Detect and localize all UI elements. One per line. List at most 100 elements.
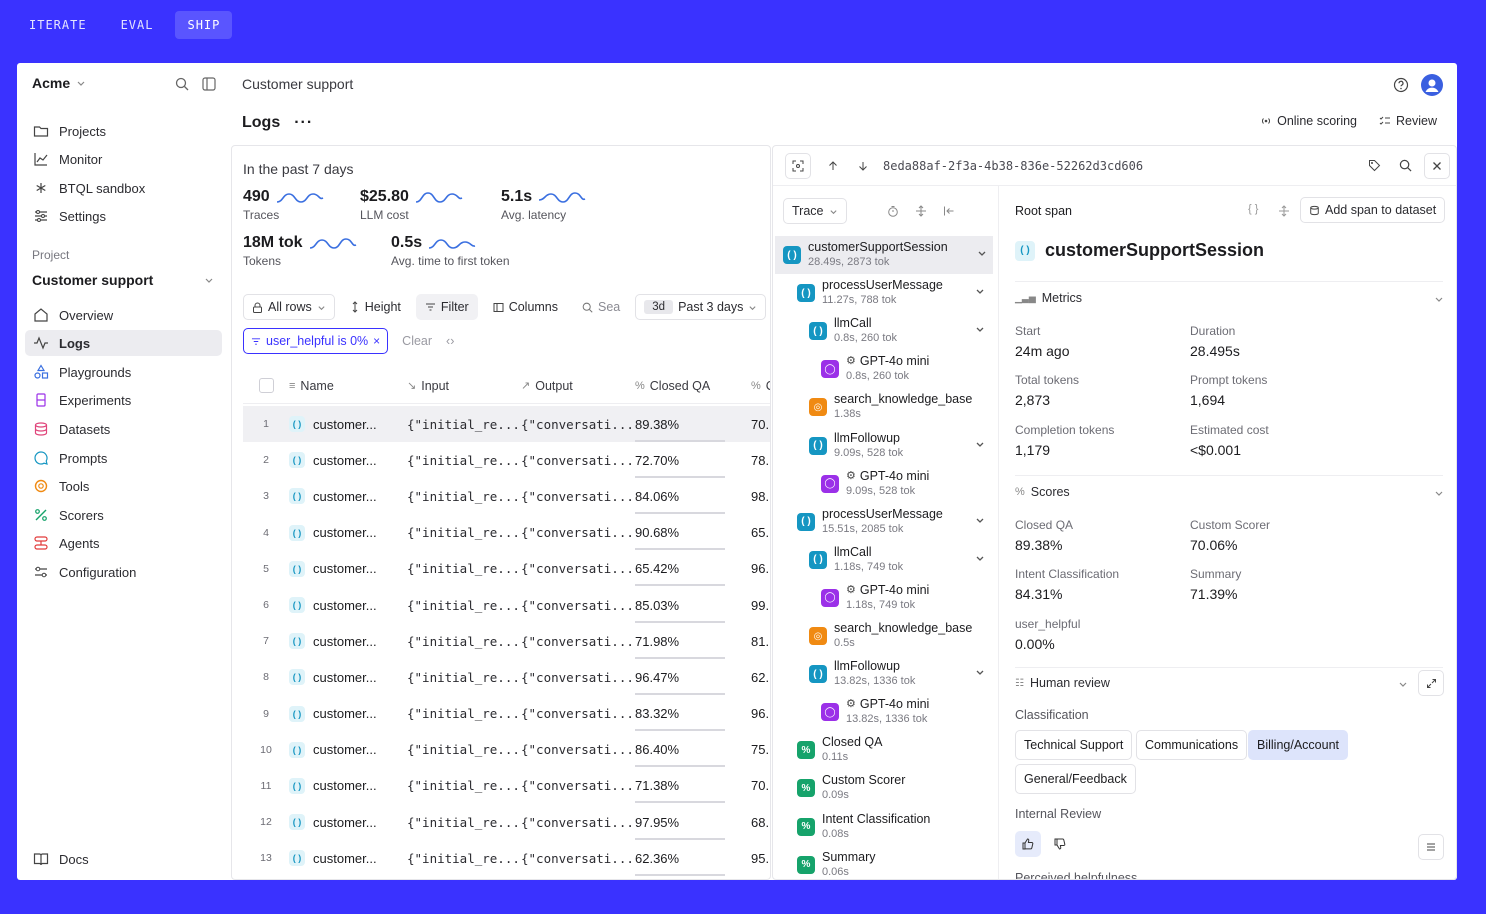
- close-icon[interactable]: ×: [373, 334, 381, 348]
- clear-filters-button[interactable]: Clear: [402, 334, 433, 348]
- sidebar-item-agents[interactable]: Agents: [25, 530, 222, 556]
- search-icon[interactable]: [175, 77, 189, 91]
- trace-node[interactable]: ( ) processUserMessage 15.51s, 2085 tok: [797, 503, 991, 541]
- expand-button[interactable]: [1418, 670, 1444, 696]
- trace-node[interactable]: % Intent Classification 0.08s: [797, 808, 991, 846]
- sidebar-item-prompts[interactable]: Prompts: [25, 445, 222, 471]
- tab-ship[interactable]: SHIP: [175, 11, 233, 39]
- more-icon[interactable]: ···: [294, 114, 314, 131]
- table-row[interactable]: 9 ( ) customer... {"initial_re... {"conversa…: [243, 696, 770, 732]
- column-header-custom[interactable]: % C: [751, 379, 770, 393]
- column-header-input[interactable]: ↘ Input: [407, 379, 521, 393]
- chevron-down-icon[interactable]: [1398, 679, 1408, 689]
- chevron-down-icon[interactable]: [977, 248, 987, 258]
- all-rows-dropdown[interactable]: All rows: [243, 294, 335, 320]
- trace-node[interactable]: ◯ ⚙ GPT-4o mini 1.18s, 749 tok: [821, 579, 991, 617]
- classification-option-billing-account[interactable]: Billing/Account: [1248, 730, 1348, 760]
- table-row[interactable]: 3 ( ) customer... {"initial_re... {"conversa…: [243, 478, 770, 514]
- height-button[interactable]: Height: [340, 294, 410, 320]
- sidebar-item-logs[interactable]: Logs: [25, 330, 222, 356]
- sidebar-item-monitor[interactable]: Monitor: [25, 146, 222, 172]
- chevron-down-icon[interactable]: [975, 286, 985, 296]
- expand-all-icon[interactable]: [915, 205, 927, 217]
- column-header-name[interactable]: ≡ Name: [289, 379, 407, 393]
- trace-node[interactable]: ◎ search_knowledge_base 1.38s: [809, 388, 991, 426]
- sidebar-item-experiments[interactable]: Experiments: [25, 387, 222, 413]
- trace-node[interactable]: ( ) llmFollowup 13.82s, 1336 tok: [809, 655, 991, 693]
- trace-node[interactable]: ( ) customerSupportSession 28.49s, 2873 to…: [775, 236, 993, 274]
- trace-node[interactable]: % Closed QA 0.11s: [797, 731, 991, 769]
- trace-node[interactable]: ◎ search_knowledge_base 0.5s: [809, 617, 991, 655]
- classification-option-technical-support[interactable]: Technical Support: [1015, 730, 1133, 760]
- human-review-section-header[interactable]: ☷ Human review: [1015, 676, 1110, 690]
- focus-icon[interactable]: [785, 152, 811, 179]
- table-row[interactable]: 6 ( ) customer... {"initial_re... {"conversa…: [243, 587, 770, 623]
- table-row[interactable]: 4 ( ) customer... {"initial_re... {"conversa…: [243, 515, 770, 551]
- trace-node[interactable]: ( ) processUserMessage 11.27s, 788 tok: [797, 274, 991, 312]
- table-row[interactable]: 1 ( ) customer... {"initial_re... {"conversa…: [243, 406, 770, 443]
- trace-node[interactable]: ( ) llmCall 1.18s, 749 tok: [809, 541, 991, 579]
- metrics-section-header[interactable]: ▁▃▅ Metrics: [1015, 291, 1082, 305]
- chevron-down-icon[interactable]: [975, 667, 985, 677]
- table-row[interactable]: 8 ( ) customer... {"initial_re... {"conversa…: [243, 659, 770, 695]
- table-row[interactable]: 5 ( ) customer... {"initial_re... {"conversa…: [243, 551, 770, 587]
- tab-eval[interactable]: EVAL: [120, 18, 154, 32]
- sidebar-item-settings[interactable]: Settings: [25, 203, 222, 229]
- table-row[interactable]: 12 ( ) customer... {"initial_re... {"convers…: [243, 804, 770, 840]
- sidebar-item-overview[interactable]: Overview: [25, 302, 222, 328]
- table-row[interactable]: 2 ( ) customer... {"initial_re... {"conversa…: [243, 442, 770, 478]
- classification-option-general-feedback[interactable]: General/Feedback: [1015, 764, 1136, 794]
- trace-node[interactable]: ◯ ⚙ GPT-4o mini 13.82s, 1336 tok: [821, 693, 991, 731]
- table-row[interactable]: 13 ( ) customer... {"initial_re... {"convers…: [243, 840, 770, 876]
- chevron-down-icon[interactable]: [975, 439, 985, 449]
- notes-button[interactable]: [1418, 834, 1444, 860]
- scores-section-header[interactable]: % Scores: [1015, 485, 1070, 499]
- trace-node[interactable]: ◯ ⚙ GPT-4o mini 0.8s, 260 tok: [821, 350, 991, 388]
- help-icon[interactable]: [1393, 77, 1409, 93]
- arrow-down-icon[interactable]: [857, 160, 869, 172]
- expand-all-icon[interactable]: [1278, 205, 1290, 217]
- table-row[interactable]: 7 ( ) customer... {"initial_re... {"conversa…: [243, 623, 770, 659]
- sidebar-item-scorers[interactable]: Scorers: [25, 502, 222, 528]
- trace-node[interactable]: ◯ ⚙ GPT-4o mini 9.09s, 528 tok: [821, 465, 991, 503]
- sidebar-item-playgrounds[interactable]: Playgrounds: [25, 359, 222, 385]
- search-icon[interactable]: [1399, 159, 1412, 172]
- sidebar-item-btql-sandbox[interactable]: BTQL sandbox: [25, 175, 222, 201]
- close-button[interactable]: [1424, 152, 1450, 179]
- thumbs-up-button[interactable]: [1015, 831, 1041, 857]
- sidebar-item-docs[interactable]: Docs: [25, 846, 222, 872]
- online-scoring-button[interactable]: Online scoring: [1260, 114, 1357, 128]
- sidebar-item-projects[interactable]: Projects: [25, 118, 222, 144]
- column-header-output[interactable]: ↗ Output: [521, 379, 635, 393]
- tab-iterate[interactable]: ITERATE: [29, 18, 87, 32]
- arrow-up-icon[interactable]: [827, 160, 839, 172]
- table-row[interactable]: 11 ( ) customer... {"initial_re... {"convers…: [243, 768, 770, 804]
- collapse-left-icon[interactable]: [943, 205, 955, 217]
- code-icon[interactable]: ‹›: [446, 334, 455, 348]
- chevron-down-icon[interactable]: [1434, 294, 1444, 304]
- add-span-to-dataset-button[interactable]: Add span to dataset: [1300, 197, 1446, 223]
- breadcrumb[interactable]: Customer support: [242, 76, 354, 92]
- view-dropdown[interactable]: Trace: [783, 198, 847, 224]
- chevron-down-icon[interactable]: [204, 275, 214, 285]
- review-button[interactable]: Review: [1379, 114, 1437, 128]
- thumbs-down-button[interactable]: [1047, 831, 1073, 857]
- time-range-dropdown[interactable]: 3d Past 3 days: [635, 294, 767, 320]
- chevron-down-icon[interactable]: [975, 324, 985, 334]
- project-switcher[interactable]: Customer support: [32, 272, 154, 288]
- column-header-closed-qa[interactable]: % Closed QA: [635, 379, 751, 393]
- search-input[interactable]: Sea: [573, 294, 630, 320]
- sidebar-item-configuration[interactable]: Configuration: [25, 559, 222, 585]
- trace-node[interactable]: ( ) llmCall 0.8s, 260 tok: [809, 312, 991, 350]
- classification-option-communications[interactable]: Communications: [1136, 730, 1248, 760]
- trace-node[interactable]: % Summary 0.06s: [797, 846, 991, 879]
- chevron-down-icon[interactable]: [975, 553, 985, 563]
- trace-id[interactable]: 8eda88af-2f3a-4b38-836e-52262d3cd606: [883, 158, 1144, 173]
- sidebar-item-datasets[interactable]: Datasets: [25, 416, 222, 442]
- chevron-down-icon[interactable]: [975, 515, 985, 525]
- chevron-down-icon[interactable]: [1434, 488, 1444, 498]
- filter-chip[interactable]: user_helpful is 0% ×: [243, 328, 389, 354]
- avatar[interactable]: [1421, 74, 1443, 96]
- trace-node[interactable]: % Custom Scorer 0.09s: [797, 769, 991, 807]
- braces-icon[interactable]: { }: [1248, 203, 1259, 215]
